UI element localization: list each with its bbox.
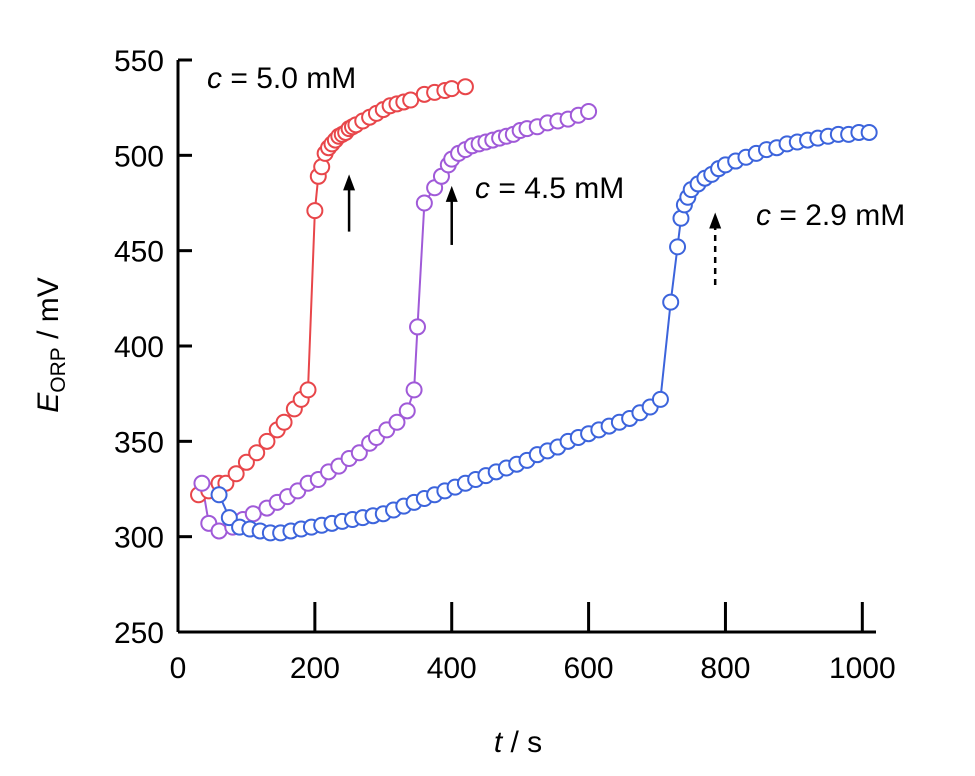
- series-markers: [190, 78, 878, 542]
- annotation-label-c50: c = 5.0 mM: [207, 62, 356, 95]
- y-tick-label-450: 450: [114, 236, 164, 269]
- annotations: c = 5.0 mM c = 4.5 mM c = 2.9 mM: [207, 62, 905, 285]
- data-point-c29: [220, 509, 238, 527]
- x-tick-label-400: 400: [427, 652, 477, 685]
- x-tick-label-0: 0: [170, 652, 187, 685]
- annotation-arrow-head-c50: [343, 174, 356, 191]
- axes: 250 300 350 400 450 500 550 0 200 400 600 800 1000: [114, 45, 896, 685]
- data-point-c50: [248, 444, 266, 462]
- annotation-label-c45: c = 4.5 mM: [475, 172, 624, 205]
- data-point-c45: [210, 522, 228, 540]
- x-tick-label-800: 800: [700, 652, 750, 685]
- y-tick-label-400: 400: [114, 331, 164, 364]
- data-point-c29: [210, 486, 228, 504]
- y-axis-title: EORP / mV: [32, 277, 70, 413]
- data-point-c29: [669, 238, 687, 256]
- data-point-c50: [227, 465, 245, 483]
- x-tick-label-200: 200: [290, 652, 340, 685]
- data-point-c45: [405, 381, 423, 399]
- data-point-c29: [662, 293, 680, 311]
- data-point-c29: [860, 123, 878, 141]
- y-tick-label-550: 550: [114, 45, 164, 78]
- data-point-c50: [456, 78, 474, 96]
- data-point-c45: [580, 102, 598, 120]
- data-point-c50: [299, 381, 317, 399]
- x-tick-label-1000: 1000: [829, 652, 896, 685]
- data-point-c50: [306, 202, 324, 220]
- data-point-c45: [409, 318, 427, 336]
- data-point-c45: [415, 194, 433, 212]
- data-point-c50: [237, 453, 255, 471]
- annotation-label-c29: c = 2.9 mM: [756, 199, 905, 232]
- x-axis-title: t / s: [494, 726, 542, 759]
- data-point-c45: [388, 413, 406, 431]
- data-point-c45: [193, 474, 211, 492]
- data-point-c50: [258, 432, 276, 450]
- y-tick-label-350: 350: [114, 426, 164, 459]
- data-point-c45: [350, 444, 368, 462]
- data-point-c45: [398, 402, 416, 420]
- data-point-c50: [275, 413, 293, 431]
- x-tick-label-600: 600: [564, 652, 614, 685]
- data-point-c50: [443, 80, 461, 98]
- y-tick-label-500: 500: [114, 140, 164, 173]
- annotation-arrow-head-c45: [445, 185, 458, 202]
- annotation-arrow-head-c29: [709, 212, 722, 229]
- y-tick-label-250: 250: [114, 617, 164, 650]
- data-point-c29: [651, 390, 669, 408]
- y-tick-label-300: 300: [114, 522, 164, 555]
